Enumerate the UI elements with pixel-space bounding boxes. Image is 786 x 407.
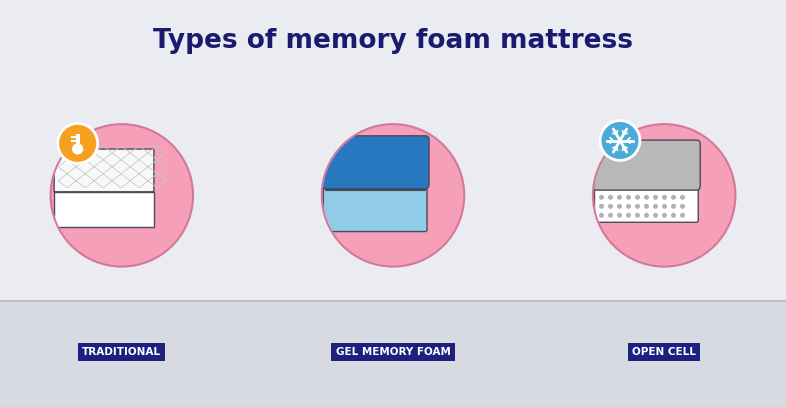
Circle shape [617,204,622,209]
Circle shape [644,213,649,218]
FancyBboxPatch shape [321,136,429,189]
Circle shape [653,204,658,209]
FancyBboxPatch shape [323,188,427,232]
Circle shape [626,204,631,209]
Text: TRADITIONAL: TRADITIONAL [83,347,161,357]
Circle shape [600,120,640,160]
Circle shape [626,213,631,218]
Circle shape [653,195,658,200]
Circle shape [599,204,604,209]
Bar [75,134,79,148]
Circle shape [599,195,604,200]
Circle shape [662,195,667,200]
Circle shape [671,204,676,209]
Circle shape [680,204,685,209]
Circle shape [72,143,83,155]
Circle shape [321,124,465,267]
Circle shape [680,213,685,218]
Circle shape [617,195,622,200]
Circle shape [608,195,613,200]
Circle shape [593,124,736,267]
Circle shape [57,123,97,163]
Circle shape [662,213,667,218]
Circle shape [680,195,685,200]
FancyBboxPatch shape [325,185,425,190]
Circle shape [599,213,604,218]
Text: Types of memory foam mattress: Types of memory foam mattress [153,28,633,54]
Circle shape [608,204,613,209]
Circle shape [608,213,613,218]
Circle shape [617,213,622,218]
Circle shape [635,213,640,218]
Circle shape [662,204,667,209]
Circle shape [626,195,631,200]
Circle shape [653,213,658,218]
Circle shape [644,204,649,209]
Circle shape [50,124,193,267]
FancyBboxPatch shape [593,140,700,190]
Text: OPEN CELL: OPEN CELL [632,347,696,357]
FancyBboxPatch shape [594,184,698,222]
Circle shape [644,195,649,200]
Circle shape [671,195,676,200]
Circle shape [635,195,640,200]
Bar [0,301,786,407]
Text: GEL MEMORY FOAM: GEL MEMORY FOAM [336,347,450,357]
FancyBboxPatch shape [54,149,154,192]
FancyBboxPatch shape [54,192,154,228]
Circle shape [635,204,640,209]
Circle shape [671,213,676,218]
